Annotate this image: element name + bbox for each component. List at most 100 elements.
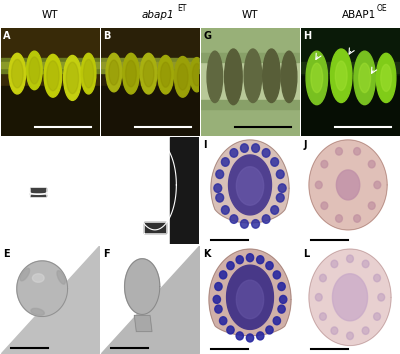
Ellipse shape [9, 53, 26, 94]
Ellipse shape [374, 313, 380, 320]
Ellipse shape [354, 148, 360, 155]
Ellipse shape [273, 317, 280, 325]
Ellipse shape [64, 56, 81, 101]
Ellipse shape [330, 49, 352, 103]
Ellipse shape [44, 55, 62, 97]
Polygon shape [125, 259, 160, 314]
Ellipse shape [362, 327, 369, 335]
Ellipse shape [123, 53, 139, 94]
Text: ABAP1: ABAP1 [342, 10, 376, 19]
Text: H: H [303, 31, 311, 41]
Ellipse shape [266, 326, 273, 334]
Ellipse shape [222, 158, 229, 166]
Ellipse shape [368, 202, 375, 210]
Ellipse shape [381, 64, 392, 91]
Text: A: A [3, 31, 11, 41]
Ellipse shape [315, 293, 322, 301]
Ellipse shape [57, 270, 65, 284]
Ellipse shape [236, 256, 244, 264]
Ellipse shape [215, 282, 222, 291]
Ellipse shape [244, 49, 262, 103]
Ellipse shape [158, 56, 174, 94]
Polygon shape [144, 222, 166, 233]
Ellipse shape [276, 194, 284, 202]
Ellipse shape [335, 61, 347, 91]
Ellipse shape [230, 149, 238, 157]
Ellipse shape [378, 293, 385, 301]
Ellipse shape [190, 58, 204, 92]
Text: D: D [103, 140, 111, 150]
Ellipse shape [174, 57, 191, 97]
Ellipse shape [31, 308, 44, 315]
Ellipse shape [280, 295, 287, 303]
Ellipse shape [216, 194, 224, 202]
Ellipse shape [220, 271, 227, 279]
Polygon shape [336, 170, 360, 200]
Ellipse shape [359, 63, 370, 93]
Ellipse shape [331, 327, 338, 335]
Ellipse shape [126, 61, 136, 87]
Polygon shape [236, 280, 264, 319]
Ellipse shape [256, 332, 264, 340]
Polygon shape [332, 274, 368, 321]
Text: E: E [3, 249, 10, 259]
Ellipse shape [271, 206, 278, 214]
Polygon shape [211, 140, 289, 223]
Ellipse shape [336, 148, 342, 155]
Ellipse shape [262, 215, 270, 223]
Ellipse shape [215, 305, 222, 313]
Polygon shape [309, 249, 391, 346]
Ellipse shape [47, 61, 59, 91]
Ellipse shape [160, 62, 171, 87]
Polygon shape [236, 167, 264, 205]
Text: ET: ET [177, 4, 186, 13]
Ellipse shape [278, 282, 285, 291]
Polygon shape [134, 315, 152, 332]
Ellipse shape [376, 53, 396, 103]
Ellipse shape [306, 51, 328, 105]
Ellipse shape [321, 160, 328, 168]
Ellipse shape [278, 184, 286, 193]
Ellipse shape [109, 60, 119, 85]
Text: abap1: abap1 [142, 10, 175, 19]
Ellipse shape [227, 262, 234, 270]
Text: WT: WT [242, 10, 258, 19]
Polygon shape [226, 265, 274, 329]
Text: G: G [203, 31, 211, 41]
Ellipse shape [281, 51, 297, 103]
Ellipse shape [346, 332, 354, 339]
Polygon shape [17, 261, 68, 316]
Ellipse shape [140, 53, 157, 94]
Ellipse shape [246, 334, 254, 342]
Ellipse shape [263, 49, 280, 103]
Polygon shape [228, 155, 272, 215]
Text: K: K [203, 249, 211, 259]
Ellipse shape [240, 219, 248, 228]
Ellipse shape [266, 262, 273, 270]
Ellipse shape [230, 215, 238, 223]
Ellipse shape [346, 255, 354, 263]
Ellipse shape [262, 149, 270, 157]
Polygon shape [309, 140, 387, 230]
Ellipse shape [278, 305, 285, 313]
Ellipse shape [374, 274, 380, 282]
Ellipse shape [331, 260, 338, 268]
Ellipse shape [26, 51, 42, 90]
Text: WT: WT [42, 10, 58, 19]
Ellipse shape [20, 268, 30, 281]
Ellipse shape [271, 158, 278, 166]
Ellipse shape [192, 64, 201, 86]
Ellipse shape [225, 49, 242, 105]
Ellipse shape [315, 181, 322, 189]
Ellipse shape [321, 202, 328, 210]
Text: C: C [3, 140, 10, 150]
Ellipse shape [256, 256, 264, 264]
Ellipse shape [236, 332, 244, 340]
Ellipse shape [143, 61, 154, 87]
Ellipse shape [276, 170, 284, 178]
Text: B: B [103, 31, 110, 41]
Ellipse shape [320, 313, 326, 320]
Polygon shape [170, 137, 199, 244]
Ellipse shape [362, 260, 369, 268]
Ellipse shape [66, 62, 78, 94]
